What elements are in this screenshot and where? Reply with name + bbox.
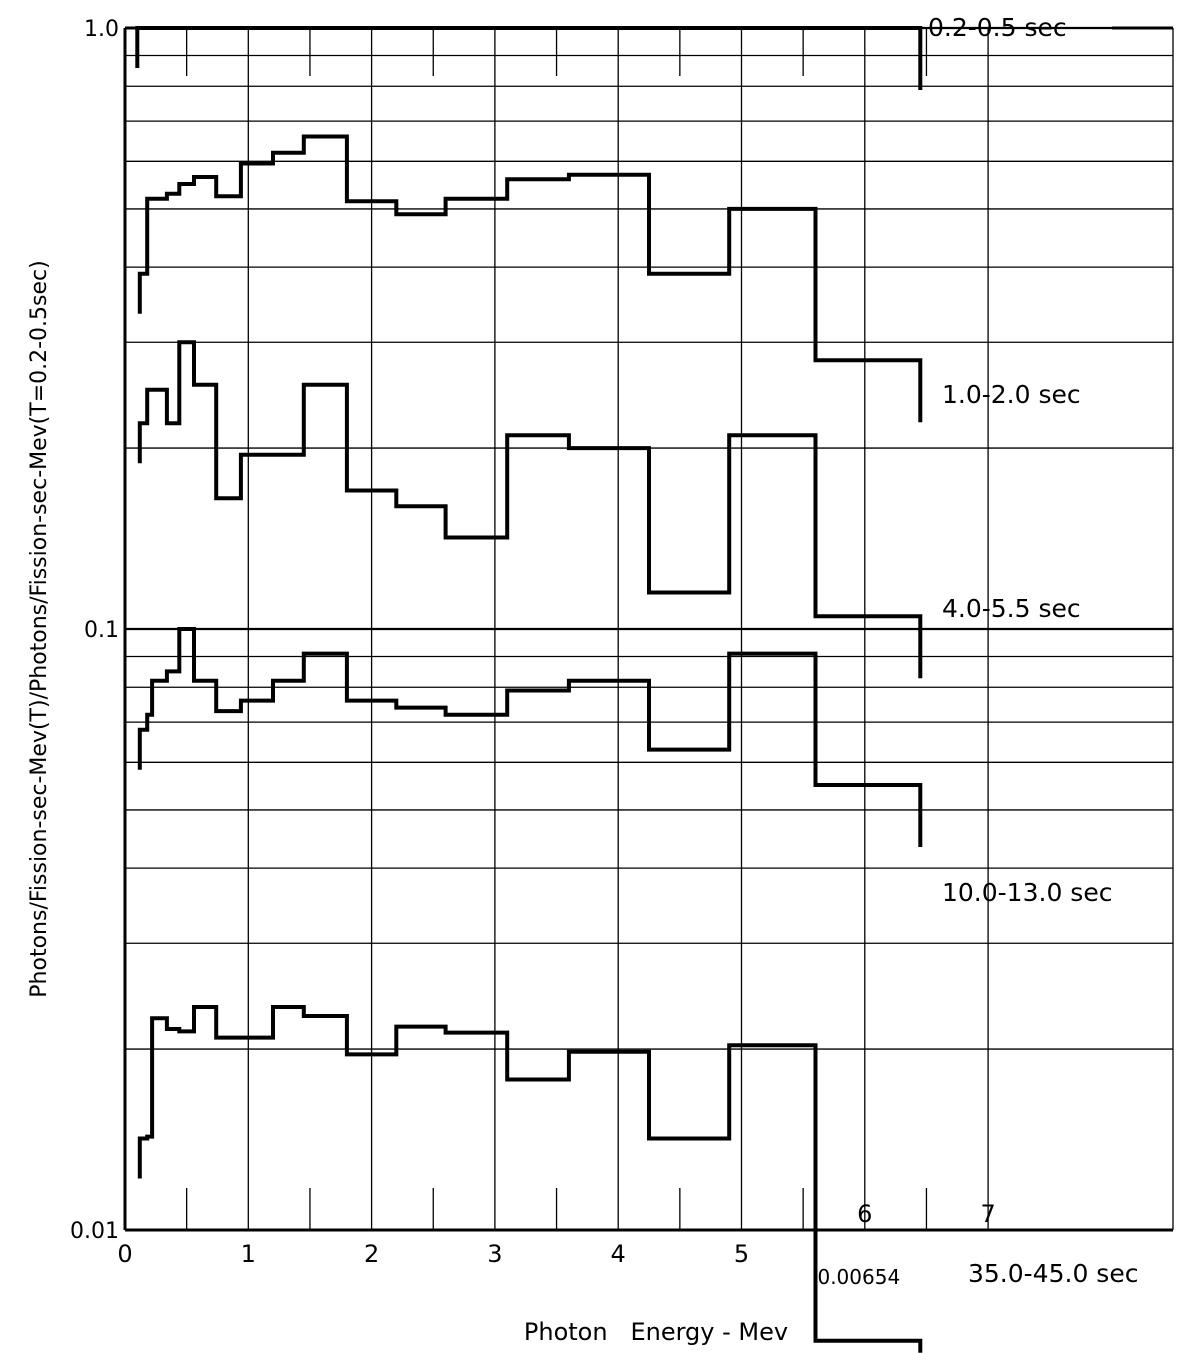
x-tick-label: 2 (364, 1240, 379, 1268)
y-axis-label: Photons/Fission-sec-Mev(T)/Photons/Fissi… (27, 260, 52, 997)
x-tick-label: 6 (857, 1200, 872, 1228)
series-group: 0.2-0.5 sec 1.0-2.0 sec 4.0-5.5 sec 10.0-13… (135, 13, 1138, 1353)
series-label-5: 35.0-45.0 sec (968, 1259, 1138, 1288)
x-tick-label: 5 (734, 1240, 749, 1268)
series-label-2: 1.0-2.0 sec (942, 380, 1081, 409)
series-line-3 (137, 340, 923, 679)
series-line-5 (137, 1005, 923, 1353)
x-axis-label: Photon Energy - Mev (524, 1318, 788, 1346)
x-tick-label: 7 (980, 1200, 995, 1228)
x-tick-label: 0 (117, 1240, 132, 1268)
y-tick-label: 0.1 (84, 618, 119, 643)
series-line-1 (135, 26, 923, 90)
y-tick-label: 1.0 (84, 17, 119, 42)
y-tick-label: 0.01 (70, 1219, 119, 1244)
series-line-4 (137, 627, 923, 847)
labels-group: Photons/Fission-sec-Mev(T)/Photons/Fissi… (27, 260, 788, 1346)
x-tick-label: 1 (241, 1240, 256, 1268)
annotation-value: 0.00654 (817, 1265, 900, 1289)
series-label-1: 0.2-0.5 sec (928, 13, 1067, 42)
grid: 0 1 2 3 4 5 6 7 0.01 0.1 1.0 (70, 17, 1174, 1268)
series-label-3: 4.0-5.5 sec (942, 594, 1081, 623)
x-tick-label: 3 (487, 1240, 502, 1268)
x-tick-label: 4 (611, 1240, 626, 1268)
series-line-2 (137, 134, 923, 423)
series-label-4: 10.0-13.0 sec (942, 878, 1112, 907)
